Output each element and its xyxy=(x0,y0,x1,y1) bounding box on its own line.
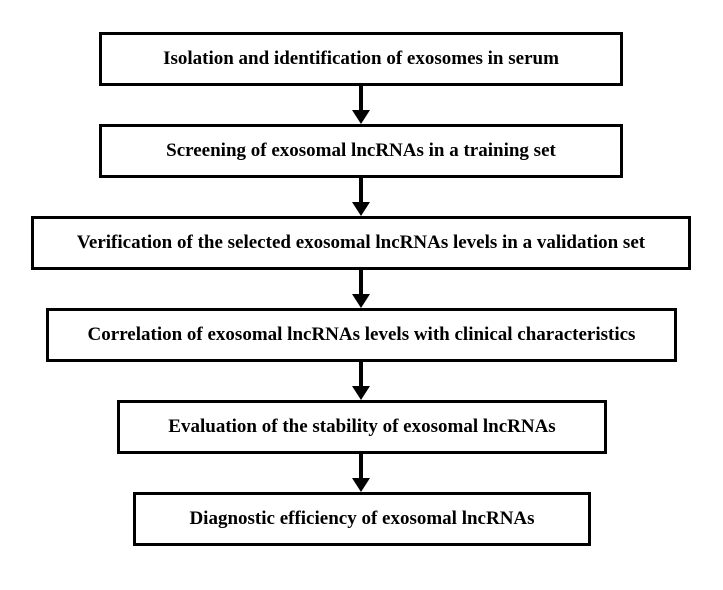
flowchart-node-label: Screening of exosomal lncRNAs in a train… xyxy=(166,140,556,162)
flowchart-node-label: Verification of the selected exosomal ln… xyxy=(77,232,645,254)
flowchart-node-step2: Screening of exosomal lncRNAs in a train… xyxy=(99,124,623,178)
flowchart-node-step1: Isolation and identification of exosomes… xyxy=(99,32,623,86)
flowchart-node-step4: Correlation of exosomal lncRNAs levels w… xyxy=(46,308,677,362)
flowchart-arrow xyxy=(351,362,371,400)
flowchart-node-label: Diagnostic efficiency of exosomal lncRNA… xyxy=(189,508,534,530)
flowchart-node-step3: Verification of the selected exosomal ln… xyxy=(31,216,691,270)
flowchart-node-label: Evaluation of the stability of exosomal … xyxy=(168,416,555,438)
flowchart-arrow xyxy=(351,178,371,216)
flowchart-node-step6: Diagnostic efficiency of exosomal lncRNA… xyxy=(133,492,591,546)
flowchart-arrow xyxy=(351,270,371,308)
flowchart-node-label: Isolation and identification of exosomes… xyxy=(163,48,559,70)
flowchart-arrow xyxy=(351,86,371,124)
flowchart-node-label: Correlation of exosomal lncRNAs levels w… xyxy=(88,324,636,346)
flowchart-arrow xyxy=(351,454,371,492)
flowchart-node-step5: Evaluation of the stability of exosomal … xyxy=(117,400,607,454)
flowchart-canvas: Isolation and identification of exosomes… xyxy=(0,0,723,590)
